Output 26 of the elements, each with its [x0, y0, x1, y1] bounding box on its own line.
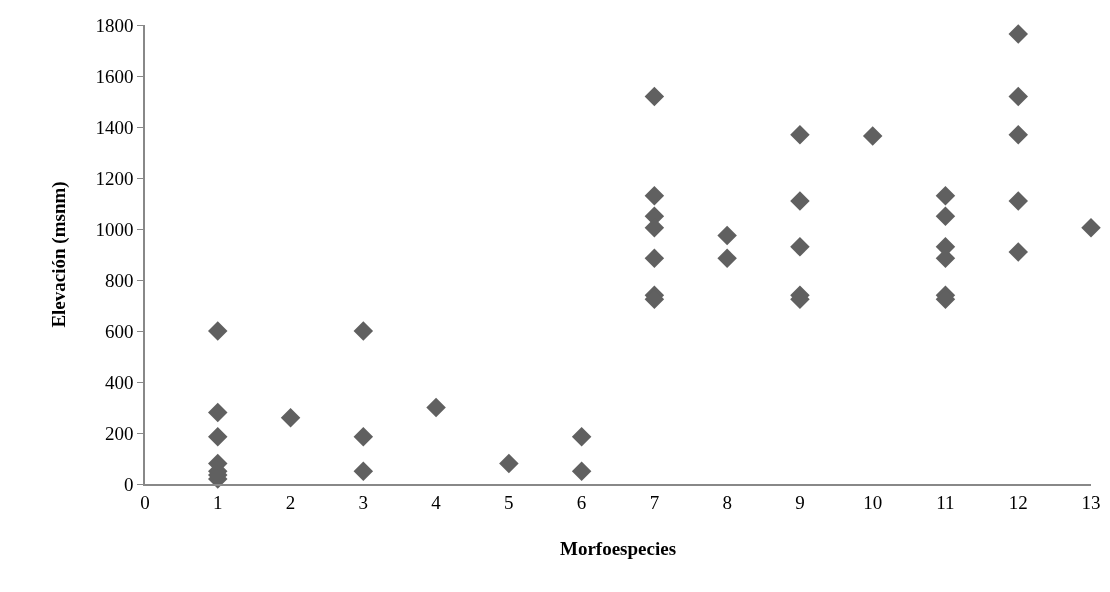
x-tick-label: 6: [576, 491, 587, 513]
y-tick-label: 1600: [95, 65, 134, 87]
x-tick-label: 9: [795, 491, 805, 513]
x-tick-label: 4: [431, 491, 442, 513]
y-tick-label: 1800: [95, 14, 134, 36]
x-tick-label: 10: [863, 491, 883, 513]
y-tick-label: 0: [123, 473, 134, 495]
x-tick-label: 0: [140, 491, 150, 513]
y-tick-label: 1200: [95, 167, 134, 189]
y-axis-title: Elevación (msnm): [47, 181, 70, 328]
x-tick-label: 1: [213, 491, 223, 513]
x-tick-label: 12: [1008, 491, 1028, 513]
y-tick-label: 400: [104, 371, 134, 393]
x-tick-label: 8: [722, 491, 732, 513]
y-tick-label: 600: [104, 320, 134, 342]
y-tick-label: 800: [104, 269, 134, 291]
y-tick-label: 1400: [95, 116, 134, 138]
x-tick-label: 2: [285, 491, 296, 513]
x-tick-label: 13: [1081, 491, 1101, 513]
x-tick-label: 7: [649, 491, 660, 513]
y-tick-label: 1000: [95, 218, 134, 240]
x-axis-title: Morfoespecies: [559, 537, 677, 559]
y-tick-label: 200: [104, 422, 134, 444]
x-tick-label: 3: [358, 491, 369, 513]
x-tick-label: 5: [504, 491, 514, 513]
x-tick-label: 11: [936, 491, 955, 513]
